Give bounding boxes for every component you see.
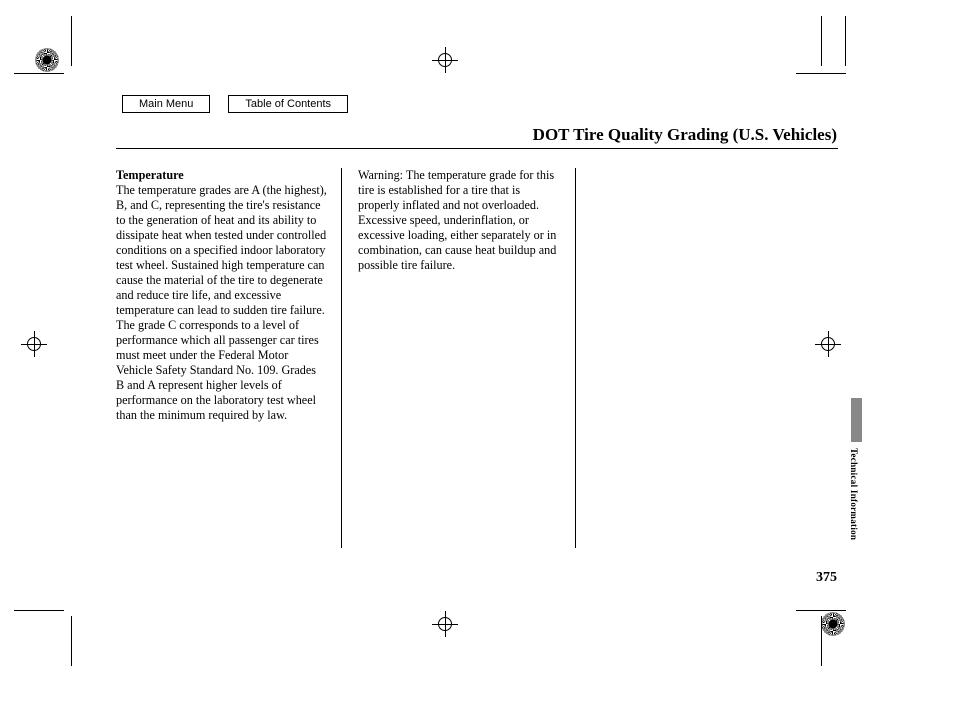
column-1-body: The temperature grades are A (the highes… bbox=[116, 183, 327, 422]
content-area: Temperature The temperature grades are A… bbox=[116, 168, 838, 548]
registration-cross-icon bbox=[436, 615, 454, 633]
toc-button[interactable]: Table of Contents bbox=[228, 95, 348, 113]
nav-bar: Main Menu Table of Contents bbox=[122, 95, 348, 113]
column-separator bbox=[575, 168, 576, 548]
page-title: DOT Tire Quality Grading (U.S. Vehicles) bbox=[533, 125, 837, 145]
column-separator bbox=[341, 168, 342, 548]
registration-mark-icon bbox=[35, 48, 59, 72]
title-rule bbox=[116, 148, 838, 149]
page-number: 375 bbox=[816, 570, 837, 586]
column-1-heading: Temperature bbox=[116, 168, 184, 182]
main-menu-button[interactable]: Main Menu bbox=[122, 95, 210, 113]
section-tab bbox=[851, 398, 862, 442]
registration-mark-icon bbox=[821, 612, 845, 636]
column-2-body: Warning: The temperature grade for this … bbox=[358, 168, 556, 272]
section-label: Technical Information bbox=[849, 448, 859, 540]
registration-cross-icon bbox=[436, 51, 454, 69]
registration-cross-icon bbox=[25, 335, 43, 353]
column-1: Temperature The temperature grades are A… bbox=[116, 168, 341, 548]
column-3 bbox=[584, 168, 809, 548]
column-2: Warning: The temperature grade for this … bbox=[350, 168, 575, 548]
